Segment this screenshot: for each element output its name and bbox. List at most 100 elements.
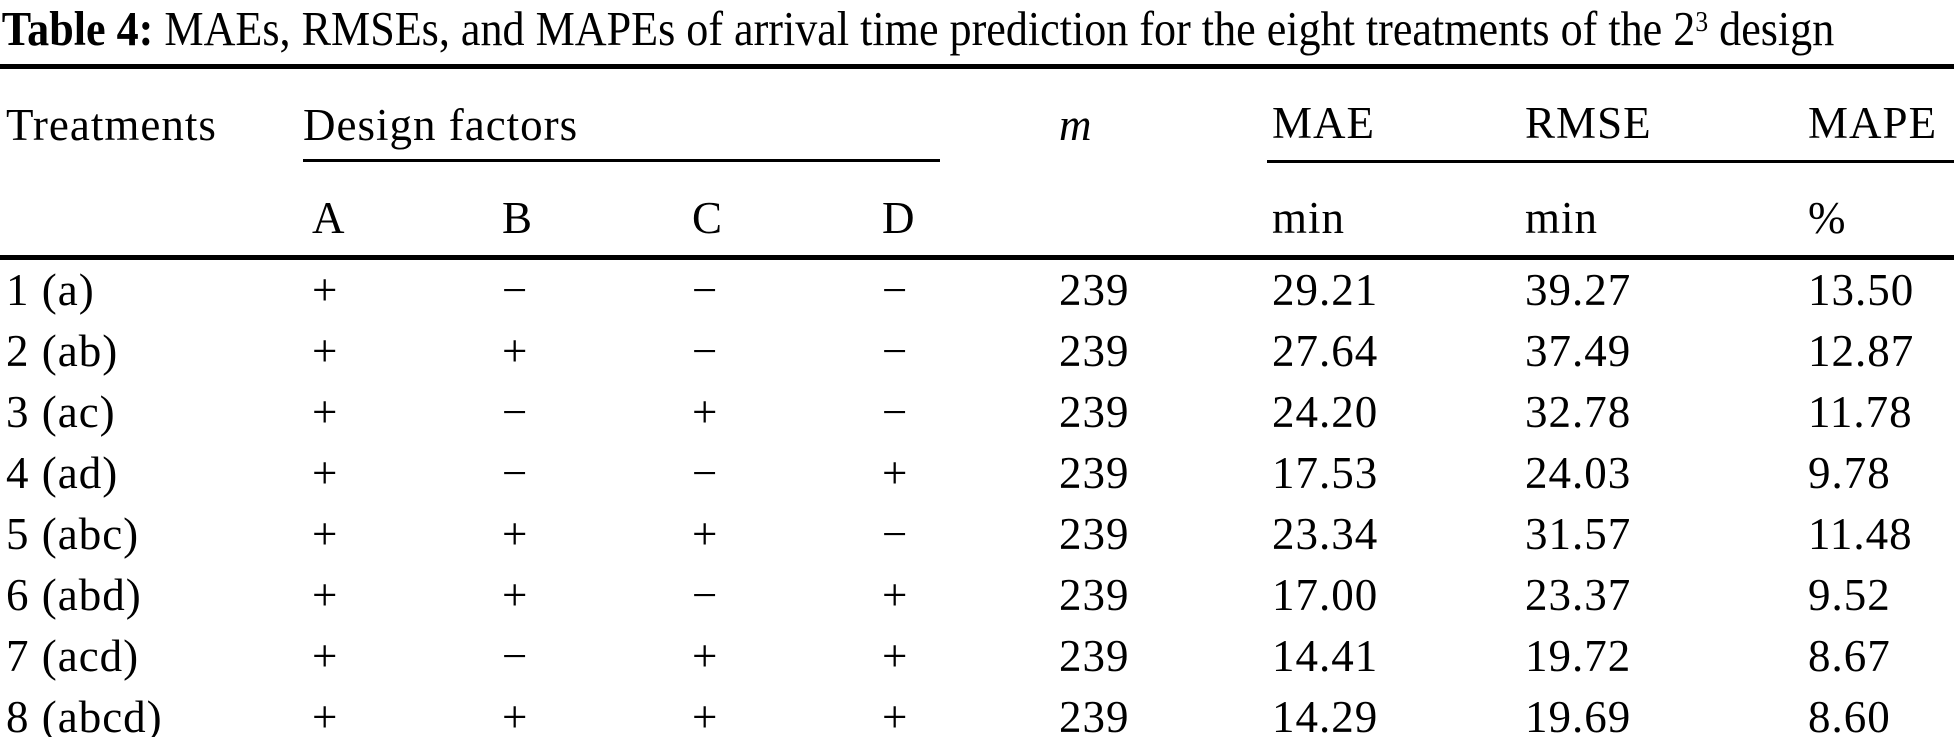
mape-cell: 11.48 xyxy=(1808,509,1913,559)
table-header: Treatments Design factors m MAE RMSE MAP… xyxy=(0,66,1954,260)
mae-cell: 17.00 xyxy=(1272,570,1379,620)
mape-cell: 12.87 xyxy=(1808,326,1915,376)
factor-d-cell: + xyxy=(882,570,909,620)
factor-c-cell: + xyxy=(692,509,719,559)
factor-d-cell: + xyxy=(882,448,909,498)
mae-cell: 29.21 xyxy=(1272,265,1379,315)
table-row: 1 (a) + − − − 239 29.21 39.27 13.50 xyxy=(0,258,1954,322)
factor-d-cell: + xyxy=(873,687,1058,737)
factor-d-cell: + xyxy=(882,631,909,681)
mape-cell: 11.78 xyxy=(1808,387,1913,437)
header-row-2: A B C D min min % xyxy=(0,161,1954,260)
m-cell: 239 xyxy=(1059,448,1130,498)
factor-d-cell: − xyxy=(882,509,909,559)
results-table: Treatments Design factors m MAE RMSE MAP… xyxy=(0,64,1954,737)
table-row: 5 (abc) + + + − 239 23.34 31.57 11.48 xyxy=(0,504,1954,565)
col-header-mae: MAE xyxy=(1267,66,1521,163)
rmse-cell: 24.03 xyxy=(1525,448,1632,498)
rmse-cell: 23.37 xyxy=(1525,570,1632,620)
treatment-cell: 4 (ad) xyxy=(6,448,119,498)
m-cell: 239 xyxy=(1059,509,1130,559)
mae-cell: 14.41 xyxy=(1272,631,1379,681)
factor-d-cell: − xyxy=(882,265,909,315)
table-caption-label: Table 4: xyxy=(1,1,154,56)
mape-cell: 8.67 xyxy=(1808,631,1891,681)
treatment-cell: 6 (abd) xyxy=(6,570,142,620)
table-row: 7 (acd) + − + + 239 14.41 19.72 8.67 xyxy=(0,626,1954,687)
m-cell: 239 xyxy=(1059,265,1130,315)
factor-a-cell: + xyxy=(312,387,339,437)
mape-cell: 13.50 xyxy=(1808,265,1915,315)
table-row: 3 (ac) + − + − 239 24.20 32.78 11.78 xyxy=(0,382,1954,443)
mae-cell: 14.29 xyxy=(1267,687,1521,737)
table-caption-superscript: 3 xyxy=(1695,7,1709,39)
rmse-cell: 31.57 xyxy=(1525,509,1632,559)
factor-a-cell: + xyxy=(312,509,339,559)
empty-cell xyxy=(1057,161,1268,260)
empty-cell xyxy=(0,161,303,260)
factor-c-cell: − xyxy=(692,326,719,376)
col-header-rmse: RMSE xyxy=(1520,66,1804,163)
unit-mape: % xyxy=(1803,161,1954,260)
rmse-cell: 37.49 xyxy=(1525,326,1632,376)
treatment-cell: 1 (a) xyxy=(6,265,95,315)
m-cell: 239 xyxy=(1059,387,1130,437)
mae-cell: 17.53 xyxy=(1272,448,1379,498)
treatment-cell: 2 (ab) xyxy=(6,326,119,376)
rmse-cell: 32.78 xyxy=(1525,387,1632,437)
header-row-1: Treatments Design factors m MAE RMSE MAP… xyxy=(0,66,1954,163)
table-row: 6 (abd) + + − + 239 17.00 23.37 9.52 xyxy=(0,565,1954,626)
factor-a-cell: + xyxy=(312,326,339,376)
factor-b-cell: + xyxy=(502,509,529,559)
unit-rmse: min xyxy=(1520,161,1804,260)
m-cell: 239 xyxy=(1059,570,1130,620)
unit-mae: min xyxy=(1267,161,1521,260)
factor-c-cell: − xyxy=(692,265,719,315)
col-header-factor-d: D xyxy=(873,161,1058,260)
treatment-cell: 3 (ac) xyxy=(6,387,116,437)
rmse-cell: 39.27 xyxy=(1525,265,1632,315)
factor-a-cell: + xyxy=(312,631,339,681)
rmse-cell: 19.72 xyxy=(1525,631,1632,681)
col-header-mape: MAPE xyxy=(1803,66,1954,163)
mae-cell: 23.34 xyxy=(1272,509,1379,559)
table-caption-suffix: design xyxy=(1708,1,1835,56)
factor-b-cell: + xyxy=(493,687,683,737)
mape-cell: 8.60 xyxy=(1803,687,1954,737)
table-body: 1 (a) + − − − 239 29.21 39.27 13.50 2 (a… xyxy=(0,258,1954,737)
col-header-factor-c: C xyxy=(683,161,873,260)
mae-cell: 27.64 xyxy=(1272,326,1379,376)
factor-c-cell: + xyxy=(692,387,719,437)
factor-c-cell: + xyxy=(692,631,719,681)
table-row: 2 (ab) + + − − 239 27.64 37.49 12.87 xyxy=(0,321,1954,382)
col-header-factor-b: B xyxy=(493,161,683,260)
table-row: 8 (abcd) + + + + 239 14.29 19.69 8.60 xyxy=(0,687,1954,737)
table-caption-body: MAEs, RMSEs, and MAPEs of arrival time p… xyxy=(153,1,1696,56)
factor-a-cell: + xyxy=(312,570,339,620)
mape-cell: 9.52 xyxy=(1808,570,1891,620)
treatment-cell: 5 (abc) xyxy=(6,509,140,559)
col-header-design-factors: Design factors xyxy=(303,67,1057,162)
factor-b-cell: − xyxy=(502,448,529,498)
factor-c-cell: − xyxy=(692,570,719,620)
m-cell: 239 xyxy=(1059,326,1130,376)
table-caption-text-wrap: Table 4: MAEs, RMSEs, and MAPEs of arriv… xyxy=(0,0,1834,66)
factor-d-cell: − xyxy=(882,326,909,376)
m-cell: 239 xyxy=(1059,631,1130,681)
col-header-m: m xyxy=(1059,99,1093,150)
factor-b-cell: + xyxy=(502,326,529,376)
table-caption: Table 4: MAEs, RMSEs, and MAPEs of arriv… xyxy=(0,0,1954,64)
treatment-cell: 7 (acd) xyxy=(6,631,140,681)
factor-b-cell: − xyxy=(502,387,529,437)
m-cell: 239 xyxy=(1057,687,1268,737)
col-header-factor-a: A xyxy=(303,161,493,260)
factor-b-cell: − xyxy=(502,265,529,315)
factor-c-cell: + xyxy=(683,687,873,737)
factor-b-cell: + xyxy=(502,570,529,620)
col-header-treatments: Treatments xyxy=(6,99,217,150)
mae-cell: 24.20 xyxy=(1272,387,1379,437)
rmse-cell: 19.69 xyxy=(1520,687,1804,737)
table-row: 4 (ad) + − − + 239 17.53 24.03 9.78 xyxy=(0,443,1954,504)
factor-a-cell: + xyxy=(303,687,493,737)
